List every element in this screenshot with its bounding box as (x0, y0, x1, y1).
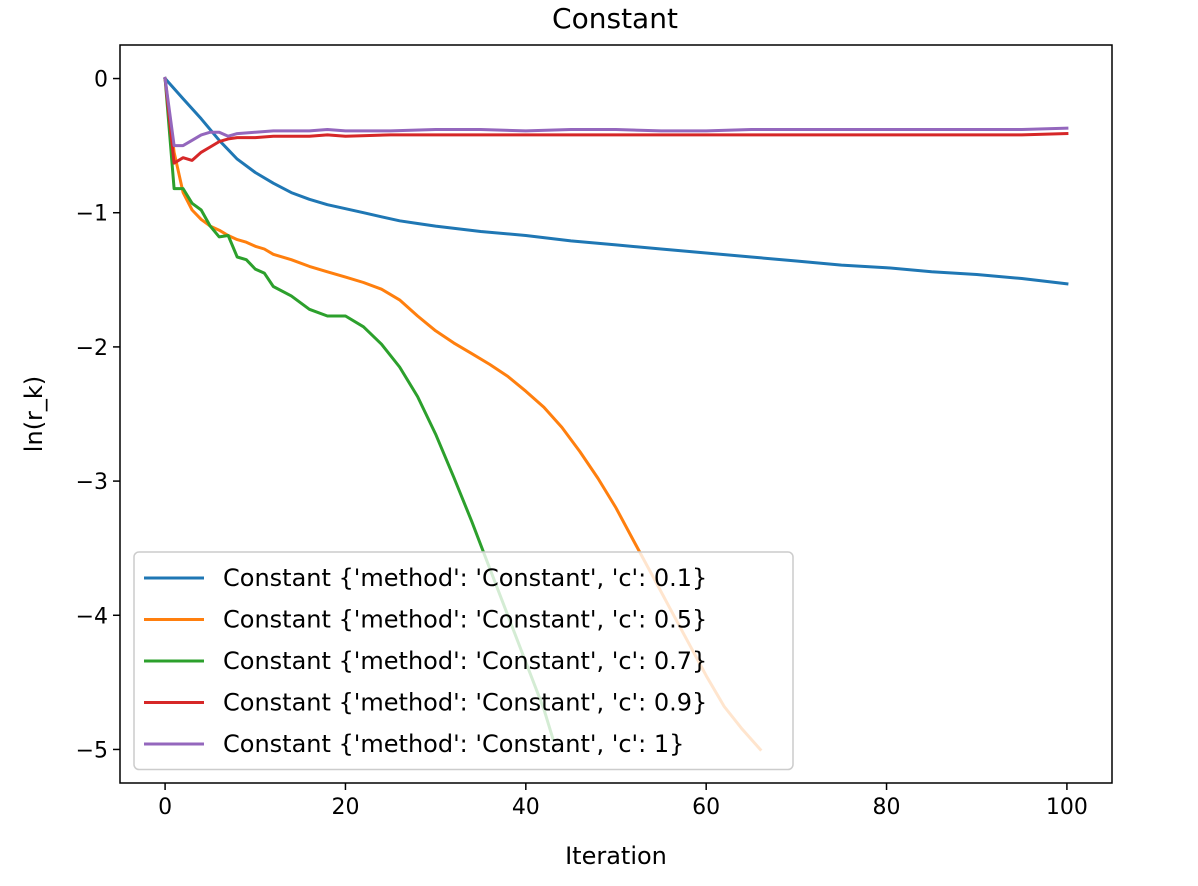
legend-box (133, 551, 794, 771)
x-axis-title: Iteration (565, 842, 667, 870)
plot-frame (119, 44, 1113, 784)
legend-label: Constant {'method': 'Constant', 'c': 0.9… (223, 689, 707, 717)
legend-label: Constant {'method': 'Constant', 'c': 0.1… (223, 564, 707, 592)
y-tick-label: −3 (76, 470, 108, 495)
y-axis-title: ln(r_k) (20, 376, 48, 452)
series-line-5 (163, 76, 1069, 148)
x-tick-label: 0 (158, 795, 172, 820)
x-tick-label: 100 (1046, 795, 1088, 820)
y-tick-label: −5 (76, 738, 108, 763)
y-tick-label: 0 (94, 68, 108, 93)
series-line-1 (162, 76, 1069, 286)
y-axis: 0 −1 −2 −3 −4 −5 (76, 68, 120, 763)
legend-label: Constant {'method': 'Constant', 'c': 0.5… (223, 606, 707, 634)
x-axis: 0 20 40 60 80 100 (158, 783, 1088, 820)
x-tick-label: 80 (873, 795, 901, 820)
y-tick-label: −1 (76, 202, 108, 227)
x-tick-label: 40 (512, 795, 540, 820)
chart-title: Constant (552, 2, 678, 35)
x-tick-label: 60 (692, 795, 720, 820)
legend-label: Constant {'method': 'Constant', 'c': 0.7… (223, 647, 707, 675)
legend: Constant {'method': 'Constant', 'c': 0.1… (133, 551, 794, 771)
series-line-3 (163, 76, 555, 741)
series-line-4 (163, 76, 1069, 165)
y-tick-label: −4 (76, 604, 108, 629)
x-tick-label: 20 (331, 795, 359, 820)
legend-label: Constant {'method': 'Constant', 'c': 1} (223, 730, 684, 758)
y-tick-label: −2 (76, 336, 108, 361)
